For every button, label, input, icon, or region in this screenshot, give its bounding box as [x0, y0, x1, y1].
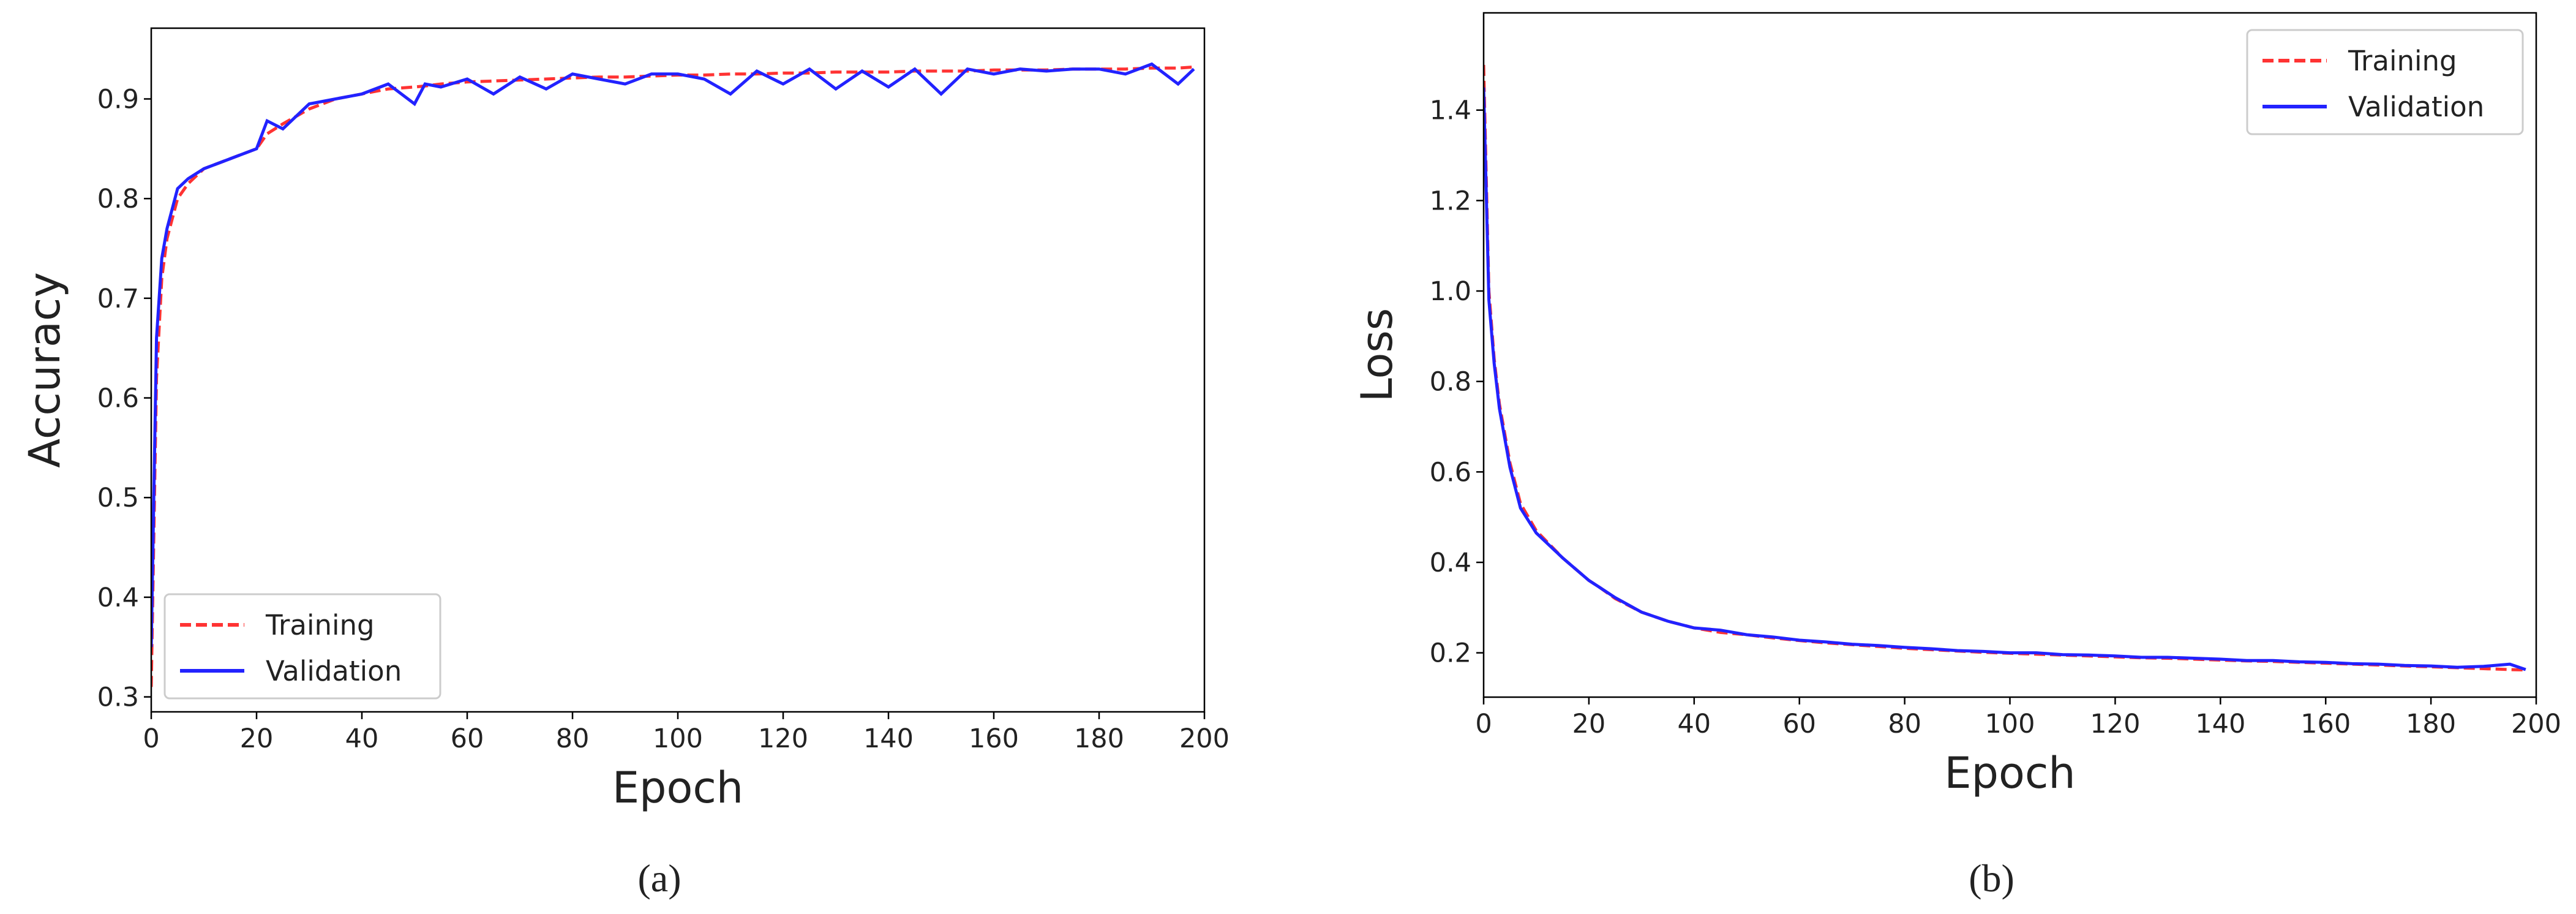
series-line	[1484, 64, 2526, 672]
series-line	[151, 62, 1195, 648]
x-tick-label: 20	[1572, 709, 1606, 739]
y-axis-label: Loss	[1352, 308, 1402, 402]
legend: Training Validation	[163, 593, 441, 700]
x-tick-label: 100	[1985, 709, 2035, 739]
x-tick-label: 40	[1677, 709, 1711, 739]
x-tick-label: 180	[2406, 709, 2456, 739]
y-axis-label: Accuracy	[20, 272, 70, 468]
x-tick-label: 180	[1074, 723, 1124, 754]
y-tick-label: 0.5	[97, 483, 139, 513]
x-tick-label: 140	[2195, 709, 2245, 739]
plot-frame	[1482, 12, 2537, 698]
y-tick-label: 1.0	[1430, 276, 1471, 307]
legend-label: Training	[2348, 45, 2457, 77]
x-tick-label: 60	[1782, 709, 1816, 739]
plot: 0 20 40 60 80 100 120 140 160 180 200 0.3 0.4 0.5 0.6 0…	[20, 27, 1230, 900]
x-axis-label: Epoch	[612, 763, 743, 813]
caption: (b)	[1969, 856, 2015, 900]
x-tick-label: 80	[1888, 709, 1921, 739]
x-tick-label: 160	[2300, 709, 2351, 739]
legend-label: Validation	[2348, 91, 2484, 123]
y-tick-label: 0.8	[97, 184, 139, 214]
legend-label: Validation	[266, 655, 402, 687]
x-tick-label: 160	[969, 723, 1019, 754]
caption: (a)	[637, 856, 681, 900]
x-tick-label: 60	[451, 723, 484, 754]
x-tick-label: 120	[2090, 709, 2140, 739]
series-line	[1484, 87, 2526, 671]
x-tick-label: 200	[2511, 709, 2561, 739]
y-tick-label: 0.6	[1430, 457, 1471, 488]
y-tick-label: 1.4	[1430, 96, 1471, 126]
y-tick-label: 0.6	[97, 383, 139, 414]
y-tick-label: 0.9	[97, 85, 139, 115]
x-tick-label: 80	[556, 723, 590, 754]
y-tick-label: 0.4	[1430, 548, 1471, 578]
x-tick-label: 0	[1475, 709, 1492, 739]
y-tick-label: 1.2	[1430, 186, 1471, 216]
x-tick-label: 140	[863, 723, 914, 754]
plot-frame	[150, 27, 1206, 713]
x-tick-label: 100	[653, 723, 703, 754]
x-tick-label: 40	[345, 723, 379, 754]
x-tick-label: 0	[143, 723, 159, 754]
x-tick-label: 120	[758, 723, 808, 754]
x-axis-label: Epoch	[1944, 748, 2075, 798]
x-tick-label: 200	[1179, 723, 1230, 754]
legend-label: Training	[265, 609, 375, 641]
y-tick-label: 0.2	[1430, 638, 1471, 669]
y-tick-label: 0.7	[97, 284, 139, 314]
y-tick-label: 0.8	[1430, 367, 1471, 398]
legend: Training Validation	[2246, 29, 2524, 135]
plot: 0 20 40 60 80 100 120 140 160 180 200 0.2 0.4 0.6 0.8 1…	[1352, 12, 2561, 900]
y-tick-label: 0.3	[97, 682, 139, 713]
y-tick-label: 0.4	[97, 583, 139, 613]
x-tick-label: 20	[240, 723, 274, 754]
